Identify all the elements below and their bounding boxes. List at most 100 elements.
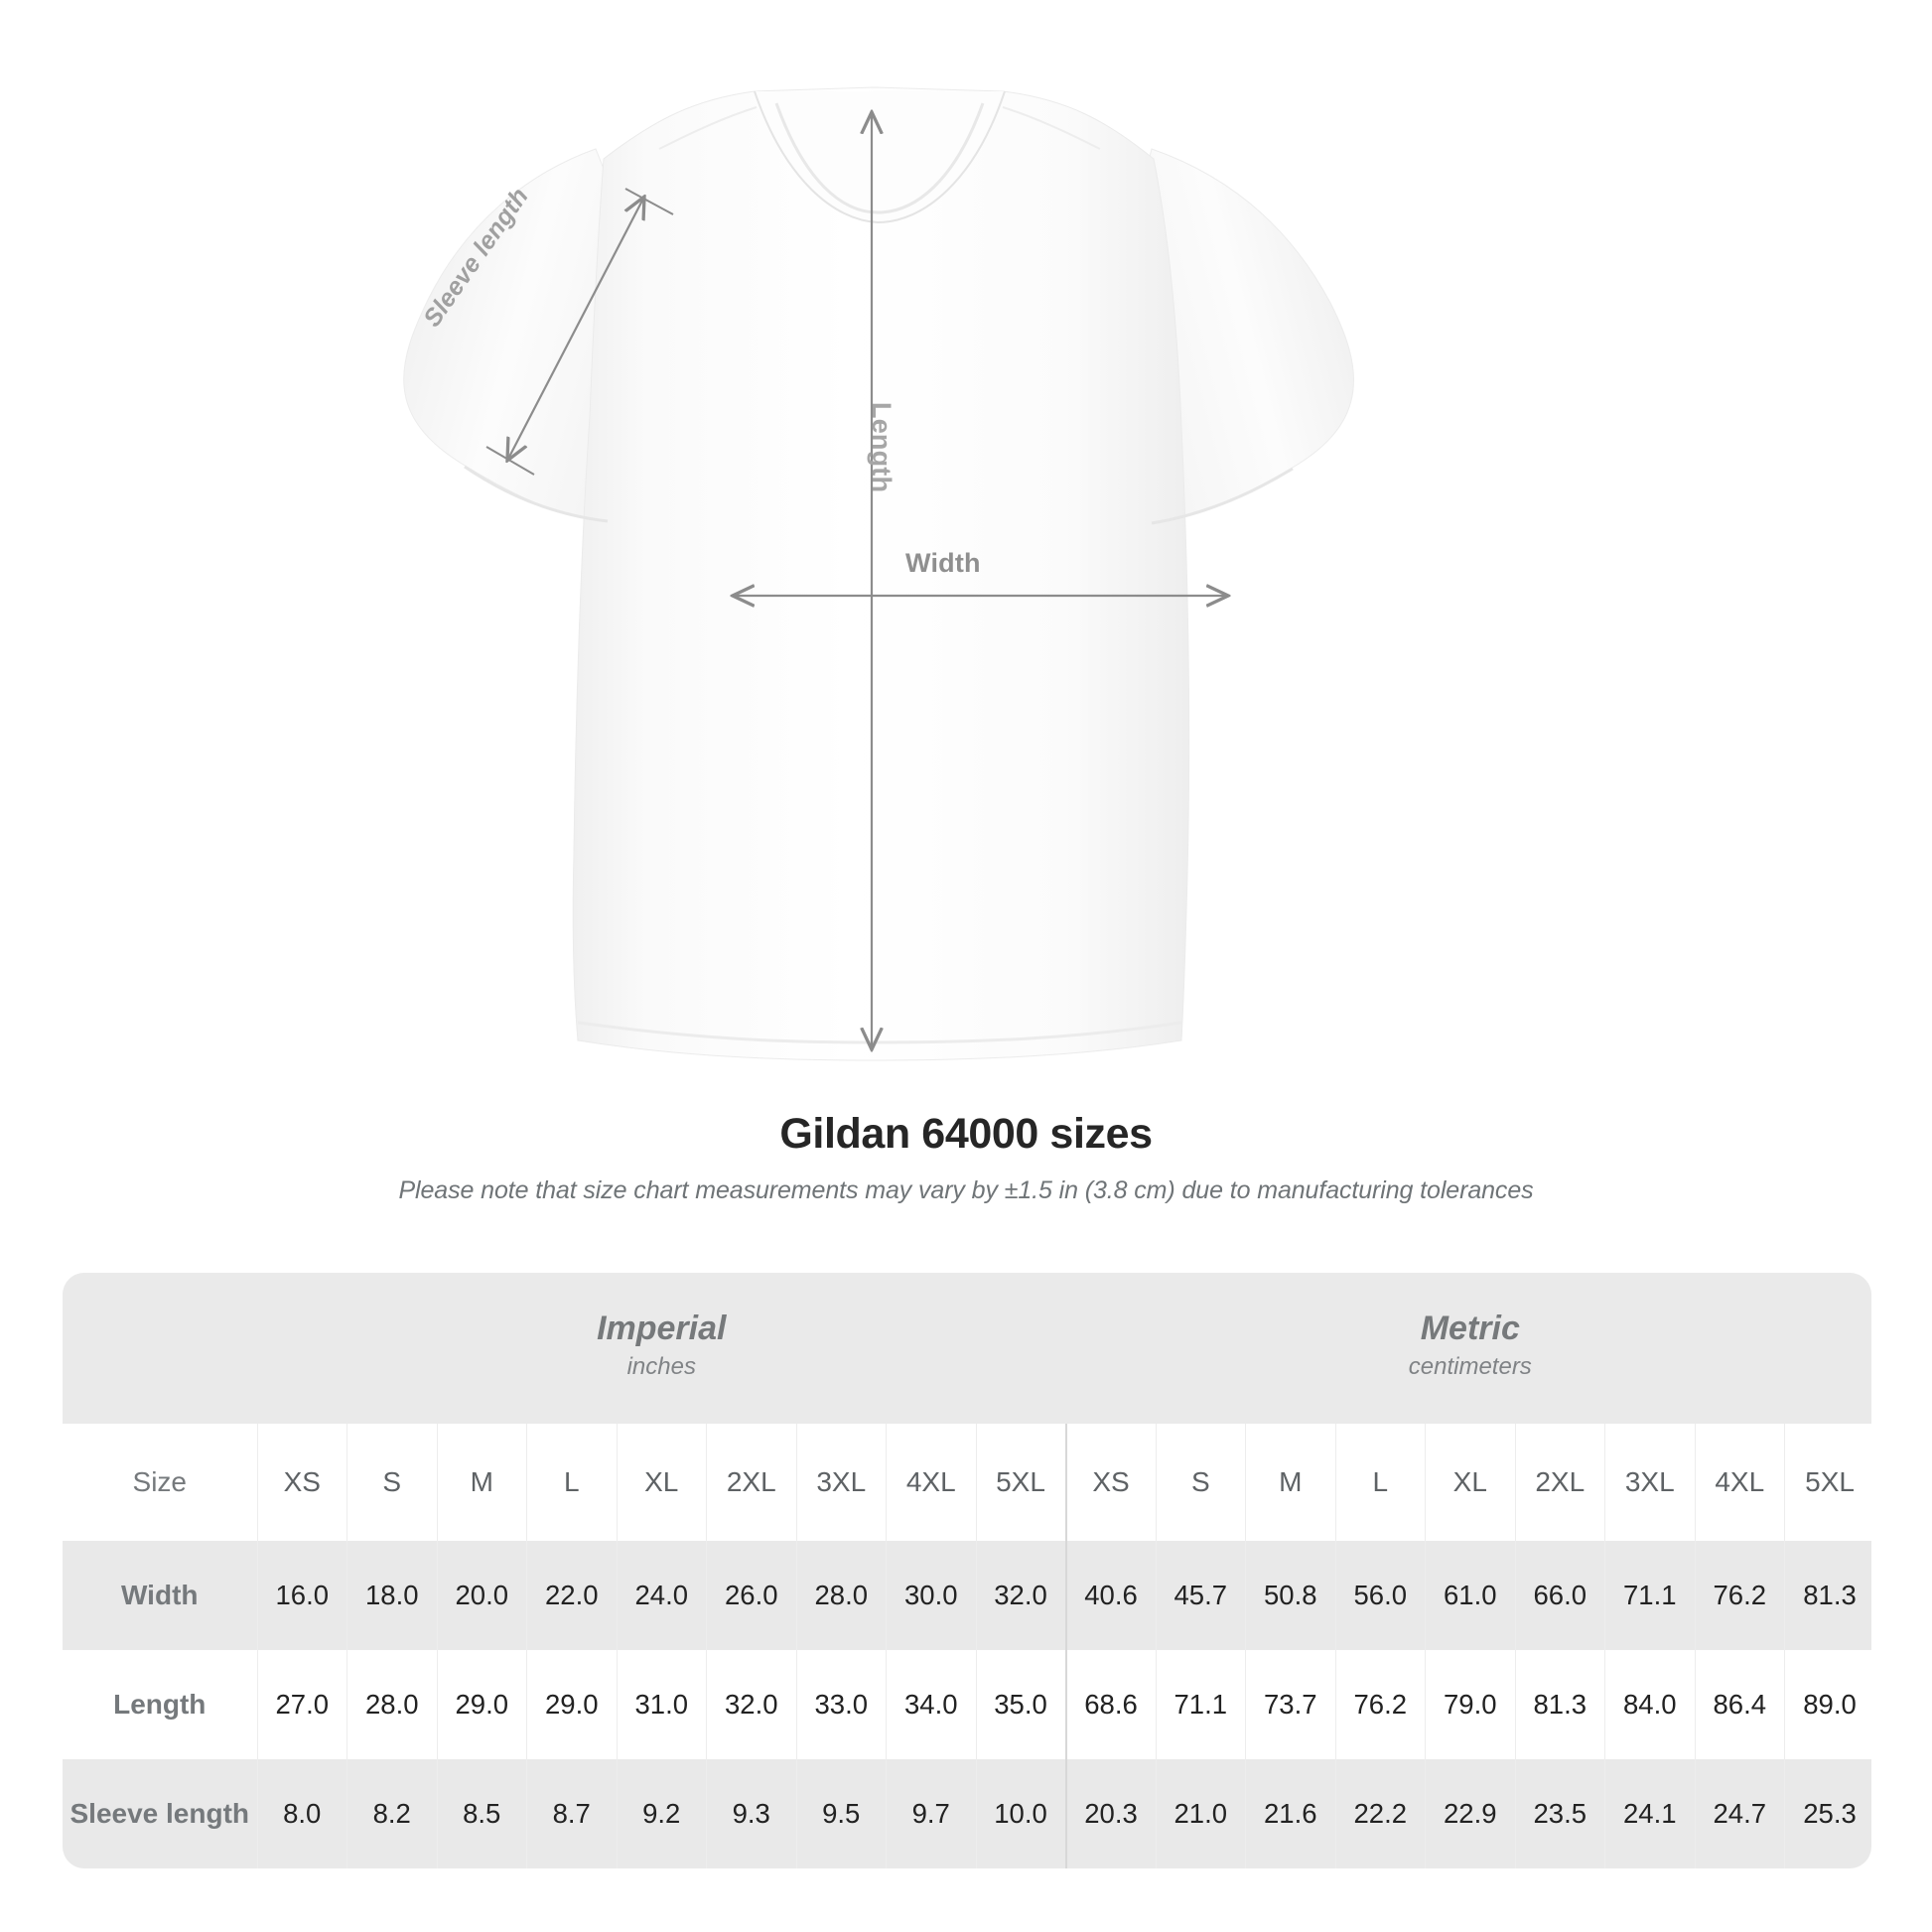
size-chart-table: Imperial inches Metric centimeters Size X…: [63, 1273, 1871, 1868]
size-header-row: Size XS S M L XL 2XL 3XL 4XL 5XL XS S M L XL 2XL 3XL 4XL 5…: [63, 1424, 1871, 1541]
cell-imperial: 9.7: [886, 1759, 976, 1868]
title-block: Gildan 64000 sizes Please note that size…: [0, 1110, 1932, 1205]
cell-metric: 73.7: [1245, 1650, 1336, 1759]
cell-imperial: 26.0: [706, 1541, 796, 1650]
size-column-header: M: [436, 1424, 527, 1541]
tshirt-illustration: [403, 86, 1354, 1061]
size-column-header: XL: [616, 1424, 707, 1541]
cell-imperial: 29.0: [526, 1650, 617, 1759]
cell-metric: 22.2: [1334, 1759, 1426, 1868]
right-sleeve-hem: [1151, 467, 1294, 525]
size-column-header: 4XL: [1694, 1424, 1785, 1541]
cell-imperial: 10.0: [975, 1759, 1066, 1868]
cell-imperial: 35.0: [975, 1650, 1066, 1759]
size-column-header: L: [1334, 1424, 1426, 1541]
table-row: Length 27.0 28.0 29.0 29.0 31.0 32.0 33.0 34.0 35…: [63, 1650, 1871, 1759]
cell-imperial: 20.0: [436, 1541, 527, 1650]
width-label: Width: [905, 548, 981, 578]
cell-imperial: 16.0: [256, 1541, 347, 1650]
cell-metric: 89.0: [1784, 1650, 1871, 1759]
cell-imperial: 30.0: [886, 1541, 976, 1650]
metric-name: Metric: [1420, 1310, 1520, 1348]
sleeve-tick-bottom: [485, 446, 535, 476]
cell-imperial: 28.0: [346, 1650, 437, 1759]
cell-imperial: 32.0: [975, 1541, 1066, 1650]
shirt-body: [572, 86, 1190, 1061]
size-column-header: 5XL: [975, 1424, 1066, 1541]
metric-sub: centimeters: [1408, 1353, 1532, 1381]
left-shoulder-seam: [658, 106, 758, 150]
cell-metric: 22.9: [1425, 1759, 1516, 1868]
cell-imperial: 8.0: [256, 1759, 347, 1868]
row-label: Sleeve length: [63, 1759, 257, 1868]
size-column-header: S: [1155, 1424, 1246, 1541]
size-column-header: L: [526, 1424, 617, 1541]
size-column-header: 3XL: [795, 1424, 887, 1541]
cell-metric: 23.5: [1514, 1759, 1605, 1868]
sleeve-tick-top: [624, 188, 674, 215]
cell-metric: 21.6: [1245, 1759, 1336, 1868]
cell-metric: 50.8: [1245, 1541, 1336, 1650]
cell-metric: 56.0: [1334, 1541, 1426, 1650]
cell-metric: 81.3: [1514, 1650, 1605, 1759]
cell-imperial: 22.0: [526, 1541, 617, 1650]
cell-imperial: 9.2: [616, 1759, 707, 1868]
cell-imperial: 8.2: [346, 1759, 437, 1868]
size-column-header: S: [346, 1424, 437, 1541]
table-row: Sleeve length 8.0 8.2 8.5 8.7 9.2 9.3 9.5 9.7 10.…: [63, 1759, 1871, 1868]
cell-imperial: 33.0: [795, 1650, 887, 1759]
size-column-header: 3XL: [1604, 1424, 1696, 1541]
cell-imperial: 8.7: [526, 1759, 617, 1868]
cell-metric: 71.1: [1604, 1541, 1696, 1650]
table-row: Width 16.0 18.0 20.0 22.0 24.0 26.0 28.0 30.0 32.…: [63, 1541, 1871, 1650]
tshirt-diagram: Sleeve length Length Width: [403, 86, 1354, 1061]
cell-metric: 66.0: [1514, 1541, 1605, 1650]
cell-imperial: 27.0: [256, 1650, 347, 1759]
cell-metric: 79.0: [1425, 1650, 1516, 1759]
size-column-header: 2XL: [706, 1424, 796, 1541]
size-column-header: XS: [256, 1424, 347, 1541]
imperial-sub: inches: [626, 1353, 696, 1381]
cell-metric: 61.0: [1425, 1541, 1516, 1650]
size-column-header: M: [1245, 1424, 1336, 1541]
cell-metric: 81.3: [1784, 1541, 1871, 1650]
cell-imperial: 32.0: [706, 1650, 796, 1759]
cell-metric: 86.4: [1694, 1650, 1785, 1759]
cell-imperial: 31.0: [616, 1650, 707, 1759]
cell-imperial: 9.5: [795, 1759, 887, 1868]
cell-metric: 21.0: [1155, 1759, 1246, 1868]
cell-imperial: 28.0: [795, 1541, 887, 1650]
cell-metric: 25.3: [1784, 1759, 1871, 1868]
cell-imperial: 34.0: [886, 1650, 976, 1759]
cell-metric: 24.1: [1604, 1759, 1696, 1868]
right-shoulder-seam: [1002, 106, 1101, 150]
length-label: Length: [867, 402, 897, 493]
cell-imperial: 29.0: [436, 1650, 527, 1759]
unit-group-spacer: [63, 1273, 257, 1424]
cell-metric: 76.2: [1694, 1541, 1785, 1650]
unit-group-metric: Metric centimeters: [1065, 1273, 1871, 1424]
cell-metric: 45.7: [1155, 1541, 1246, 1650]
size-column-header: 4XL: [886, 1424, 976, 1541]
unit-group-imperial: Imperial inches: [257, 1273, 1066, 1424]
size-column-header: XL: [1425, 1424, 1516, 1541]
cell-imperial: 8.5: [436, 1759, 527, 1868]
cell-metric: 68.6: [1064, 1650, 1157, 1759]
cell-metric: 71.1: [1155, 1650, 1246, 1759]
sleeve-length-arrow: [508, 199, 643, 459]
tolerance-note: Please note that size chart measurements…: [398, 1176, 1534, 1204]
row-label: Width: [63, 1541, 257, 1650]
cell-imperial: 24.0: [616, 1541, 707, 1650]
cell-metric: 40.6: [1064, 1541, 1157, 1650]
size-column-header: 5XL: [1784, 1424, 1871, 1541]
page-title: Gildan 64000 sizes: [779, 1110, 1153, 1158]
imperial-name: Imperial: [597, 1310, 727, 1348]
size-column-header: 2XL: [1514, 1424, 1605, 1541]
left-sleeve-hem: [464, 465, 609, 523]
cell-metric: 76.2: [1334, 1650, 1426, 1759]
cell-imperial: 18.0: [346, 1541, 437, 1650]
cell-metric: 24.7: [1694, 1759, 1785, 1868]
size-column-header: XS: [1064, 1424, 1157, 1541]
unit-group-row: Imperial inches Metric centimeters: [63, 1273, 1871, 1424]
row-header-size: Size: [63, 1424, 257, 1541]
